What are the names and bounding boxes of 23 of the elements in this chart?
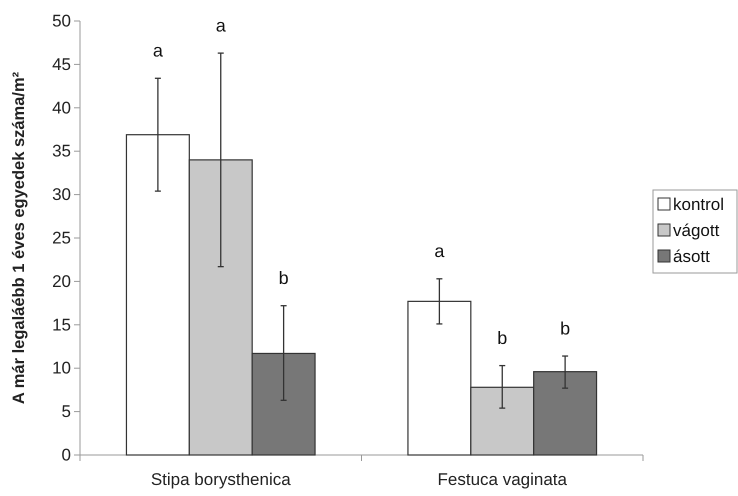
y-tick-label: 5 — [62, 402, 71, 422]
x-tick-label: Stipa borysthenica — [150, 470, 292, 490]
y-tick-label: 40 — [52, 98, 71, 118]
y-tick-label: 20 — [52, 272, 71, 291]
legend-label: ásott — [673, 246, 710, 266]
y-tick-label: 50 — [52, 11, 71, 30]
annotation: a — [152, 40, 164, 61]
y-tick-label: 45 — [52, 54, 71, 74]
annotation: b — [278, 268, 289, 288]
annotation: b — [560, 318, 570, 338]
x-tick-label: Festuca vaginata — [438, 470, 568, 490]
y-tick-label: 30 — [52, 185, 71, 204]
y-tick-label: 10 — [52, 358, 71, 378]
y-tick-label: 35 — [52, 142, 71, 161]
annotation: b — [497, 328, 508, 348]
annotation: a — [216, 15, 227, 36]
y-axis-title: A már legaláébb 1 éves egyedek száma/m² — [10, 71, 28, 404]
legend-label: kontrol — [673, 194, 724, 214]
y-tick-label: 15 — [52, 315, 71, 334]
y-tick-label: 0 — [62, 445, 71, 464]
legend-label: vágott — [673, 220, 720, 240]
annotation: a — [434, 241, 446, 262]
y-tick-label: 25 — [52, 228, 71, 248]
